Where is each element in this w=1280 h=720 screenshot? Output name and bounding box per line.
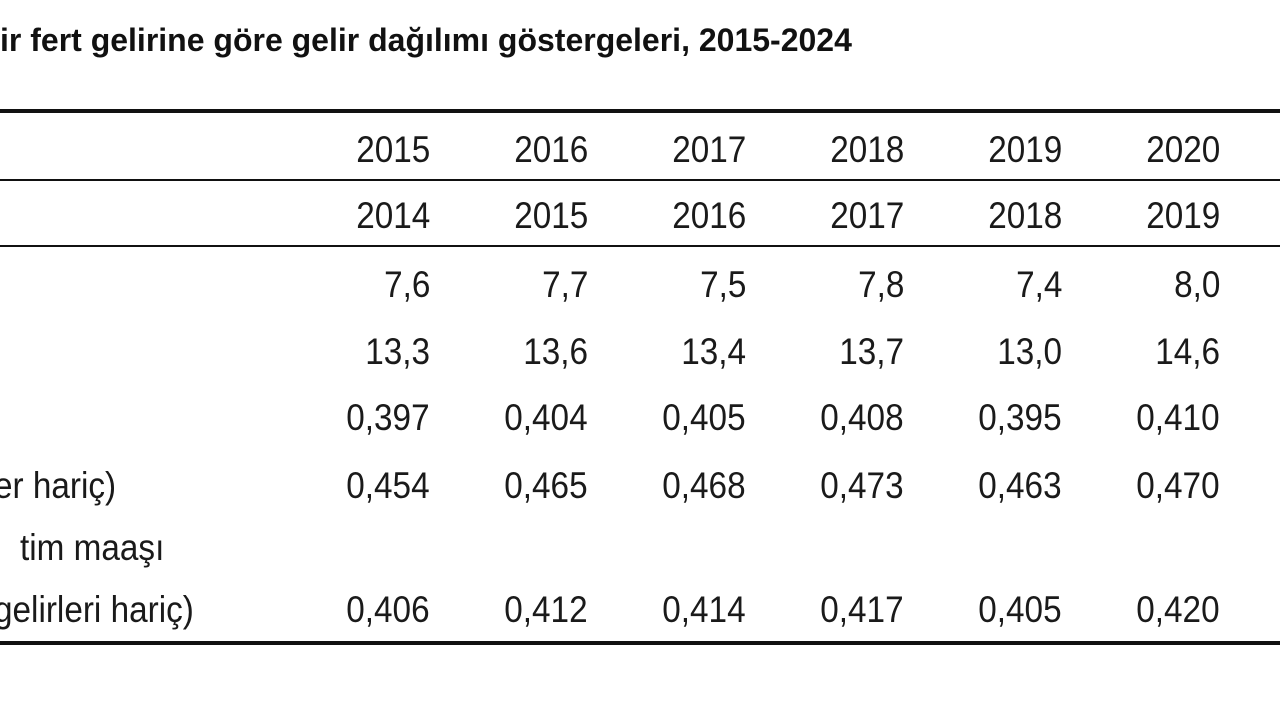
row-label: tim maaşı [20,527,165,568]
row-label: er hariç) [0,465,117,506]
top-rule [0,109,1280,113]
column-header: 2016 [513,129,588,170]
column-header: 2019 [987,129,1062,170]
table-cell: 7,7 [541,264,588,305]
column-header: 2017 [829,195,904,236]
column-header: 2018 [829,129,904,170]
column-header: 2015 [355,129,430,170]
table-cell: 13,0 [997,331,1062,372]
table-cell: 13,6 [523,331,588,372]
table-cell: 0,463 [978,465,1062,506]
table-cell: 0,408 [820,397,904,438]
header-rule [0,179,1280,181]
table-cell: 0,420 [1136,589,1220,630]
table-cell: 8,0 [1173,264,1220,305]
table-cell: 0,412 [504,589,588,630]
table-cell: 13,7 [839,331,904,372]
table-cell: 0,410 [1136,397,1220,438]
table-cell: 0,473 [820,465,904,506]
table-cell: 0,468 [662,465,746,506]
column-header: 2019 [1145,195,1220,236]
table-cell: 0,397 [346,397,430,438]
table-cell: 0,404 [504,397,588,438]
table-cell: 0,454 [346,465,430,506]
column-header: 2020 [1145,129,1220,170]
column-header: 2015 [513,195,588,236]
table-cell: 0,395 [978,397,1062,438]
table-cell: 7,5 [699,264,746,305]
column-header: 2014 [355,195,430,236]
table-cell: 13,3 [365,331,430,372]
table-cell: 7,4 [1015,264,1062,305]
table-cell: 7,8 [857,264,904,305]
table-cell: 0,417 [820,589,904,630]
table-cell: 0,406 [346,589,430,630]
table-cell: 0,414 [662,589,746,630]
table-cell: 13,4 [681,331,746,372]
column-header: 2016 [671,195,746,236]
table-cell: 14,6 [1155,331,1220,372]
column-header: 2018 [987,195,1062,236]
table-title: ir fert gelirine göre gelir dağılımı gös… [0,22,852,58]
table-cell: 0,405 [978,589,1062,630]
bottom-rule [0,641,1280,645]
row-label: gelirleri hariç) [0,589,194,630]
header-rule [0,245,1280,247]
table-cell: 0,405 [662,397,746,438]
column-header: 2017 [671,129,746,170]
table-cell: 0,470 [1136,465,1220,506]
table-cell: 7,6 [383,264,430,305]
table-cell: 0,465 [504,465,588,506]
